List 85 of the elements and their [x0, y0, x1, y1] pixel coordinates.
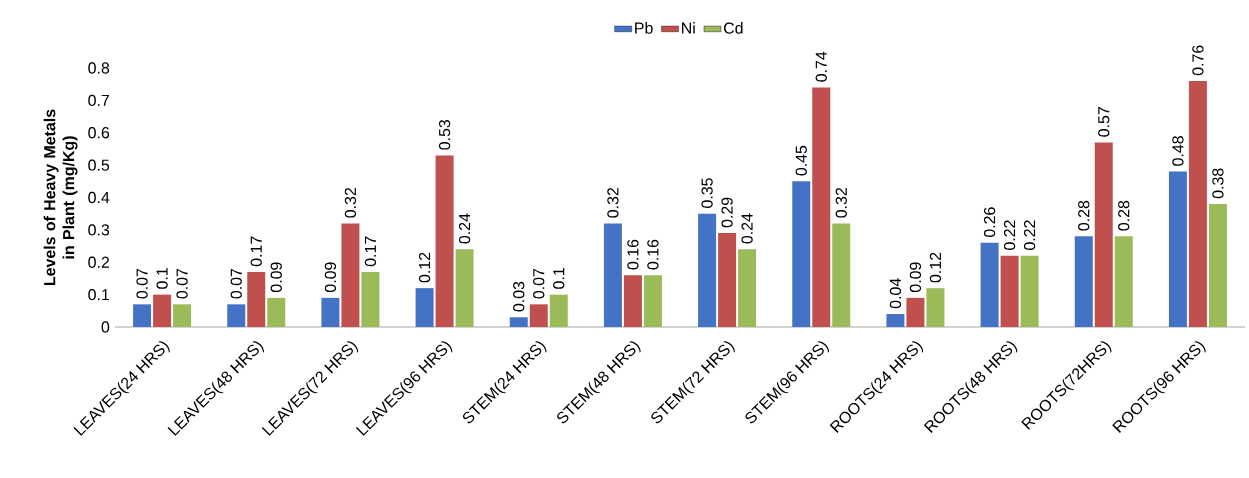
data-label: 0.32: [344, 188, 357, 218]
data-label: 0.45: [795, 145, 807, 176]
data-label: 0.16: [627, 239, 639, 270]
bar: [926, 288, 945, 327]
bar: [980, 242, 999, 327]
y-tick-label: 0: [101, 321, 110, 333]
data-label: 0.09: [909, 262, 922, 293]
data-label: 0.22: [1003, 220, 1016, 250]
bar: [643, 275, 662, 327]
legend-label: Ni: [682, 22, 695, 34]
y-tick-label: 0.1: [88, 288, 110, 301]
bar: [792, 181, 811, 327]
data-label: 0.09: [324, 262, 337, 293]
bar: [906, 297, 925, 327]
bar: [529, 304, 548, 327]
data-label: 0.35: [701, 178, 713, 208]
bar: [415, 288, 434, 327]
legend-label: Pb: [635, 22, 653, 34]
bar: [341, 223, 360, 327]
bar: [623, 275, 642, 327]
bar: [1094, 142, 1113, 327]
bar: [812, 87, 831, 327]
data-label: 0.1: [553, 268, 565, 289]
data-label: 0.38: [1212, 168, 1224, 199]
data-label: 0.07: [136, 268, 148, 299]
bar: [698, 213, 717, 327]
bar: [1074, 236, 1093, 327]
bar: [1168, 171, 1187, 327]
data-label: 0.09: [270, 262, 282, 293]
bar: [1114, 236, 1133, 327]
data-label: 0.32: [607, 188, 619, 218]
data-label: 0.28: [1078, 200, 1090, 231]
data-label: 0.76: [1192, 45, 1204, 76]
bar: [435, 155, 454, 327]
data-label: 0.74: [815, 51, 827, 82]
bar: [133, 304, 152, 327]
data-label: 0.16: [647, 239, 659, 270]
bar: [603, 223, 622, 327]
data-label: 0.07: [533, 268, 545, 299]
bar: [455, 249, 474, 327]
bar: [832, 223, 851, 327]
data-label: 0.53: [438, 119, 451, 150]
data-label: 0.24: [458, 213, 471, 244]
data-label: 0.07: [176, 268, 188, 299]
data-label: 0.48: [1172, 136, 1184, 166]
data-label: 0.24: [741, 213, 753, 244]
y-tick-label: 0.7: [88, 94, 110, 107]
y-tick-label: 0.6: [88, 127, 110, 139]
y-tick-label: 0.3: [88, 224, 110, 236]
bar: [227, 304, 246, 327]
bar: [509, 317, 528, 327]
bar: [321, 297, 340, 327]
bar: [267, 297, 286, 327]
data-label: 0.1: [156, 268, 168, 289]
data-label: 0.12: [418, 252, 431, 283]
y-tick-label: 0.8: [88, 62, 110, 74]
bar: [1208, 203, 1227, 327]
data-label: 0.57: [1098, 107, 1110, 137]
bar: [153, 294, 172, 327]
legend-label: Cd: [724, 22, 743, 34]
data-label: 0.04: [889, 278, 902, 309]
data-label: 0.07: [230, 268, 242, 299]
bar: [886, 314, 905, 327]
y-tick-label: 0.2: [88, 256, 110, 268]
bar: [738, 249, 757, 327]
data-label: 0.03: [513, 281, 525, 312]
bar: [361, 271, 380, 327]
data-label: 0.12: [929, 252, 942, 283]
data-label: 0.22: [1023, 220, 1036, 250]
y-tick-label: 0.5: [88, 159, 110, 171]
data-label: 0.28: [1118, 200, 1130, 231]
bar: [173, 304, 192, 327]
bar: [1020, 255, 1039, 327]
bar: [1000, 255, 1019, 327]
y-axis-title: Levels of Heavy Metals in Plant (mg/Kg): [43, 109, 78, 286]
bar: [549, 294, 568, 327]
data-label: 0.29: [721, 197, 733, 228]
data-label: 0.17: [364, 236, 377, 267]
bar: [247, 271, 266, 327]
data-label: 0.32: [835, 188, 847, 218]
data-label: 0.17: [250, 236, 262, 267]
bar: [1188, 80, 1207, 327]
data-label: 0.26: [983, 207, 996, 238]
bar: [718, 233, 737, 327]
y-tick-label: 0.4: [88, 191, 110, 204]
